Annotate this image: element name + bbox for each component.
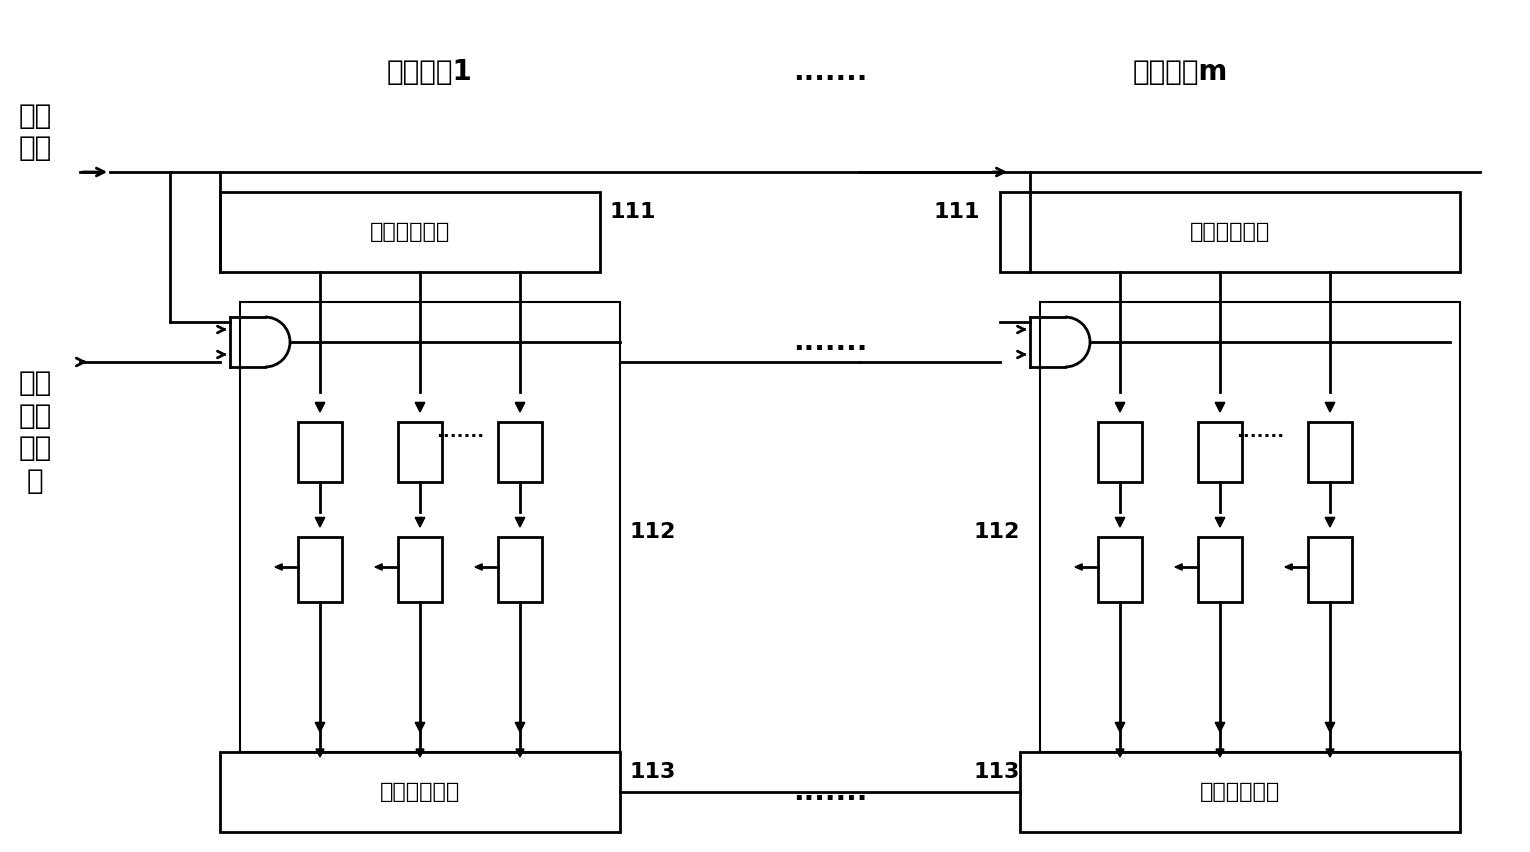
Polygon shape xyxy=(416,749,424,757)
Polygon shape xyxy=(375,564,382,570)
Text: 111: 111 xyxy=(610,202,656,222)
FancyBboxPatch shape xyxy=(398,537,442,602)
Text: 第一寄存器组: 第一寄存器组 xyxy=(370,222,450,242)
Text: .......: ....... xyxy=(793,778,868,806)
Polygon shape xyxy=(415,517,425,527)
Polygon shape xyxy=(415,722,425,732)
Text: 顺序电路m: 顺序电路m xyxy=(1132,58,1227,86)
Polygon shape xyxy=(275,564,282,570)
FancyBboxPatch shape xyxy=(1308,537,1353,602)
Polygon shape xyxy=(1115,517,1125,527)
Text: 第一寄存器组: 第一寄存器组 xyxy=(1190,222,1270,242)
Polygon shape xyxy=(315,517,324,527)
Polygon shape xyxy=(474,564,482,570)
FancyBboxPatch shape xyxy=(1308,422,1353,482)
Polygon shape xyxy=(516,517,525,527)
Polygon shape xyxy=(315,402,324,412)
Text: 控制
信号: 控制 信号 xyxy=(18,101,52,162)
Text: 第二寄存器组: 第二寄存器组 xyxy=(1200,782,1281,802)
FancyBboxPatch shape xyxy=(1198,537,1242,602)
FancyBboxPatch shape xyxy=(1099,422,1141,482)
Polygon shape xyxy=(1115,749,1125,757)
Text: 第二寄存器组: 第二寄存器组 xyxy=(379,782,461,802)
Polygon shape xyxy=(315,722,324,732)
Polygon shape xyxy=(1215,402,1226,412)
FancyBboxPatch shape xyxy=(1099,537,1141,602)
Polygon shape xyxy=(1175,564,1183,570)
Polygon shape xyxy=(1325,722,1334,732)
FancyBboxPatch shape xyxy=(1021,752,1460,832)
Polygon shape xyxy=(1215,517,1226,527)
FancyBboxPatch shape xyxy=(298,422,343,482)
Polygon shape xyxy=(1076,564,1082,570)
Text: .......: ....... xyxy=(436,423,483,441)
Text: .......: ....... xyxy=(793,58,868,86)
Polygon shape xyxy=(1115,722,1125,732)
Polygon shape xyxy=(1115,402,1125,412)
FancyBboxPatch shape xyxy=(298,537,343,602)
FancyBboxPatch shape xyxy=(220,192,600,272)
Text: 112: 112 xyxy=(973,522,1021,542)
Text: 待译
码序
列输
入: 待译 码序 列输 入 xyxy=(18,370,52,495)
Polygon shape xyxy=(1216,749,1224,757)
Text: 113: 113 xyxy=(973,762,1021,782)
Text: 顺序电路1: 顺序电路1 xyxy=(387,58,473,86)
FancyBboxPatch shape xyxy=(398,422,442,482)
FancyBboxPatch shape xyxy=(1001,192,1460,272)
Polygon shape xyxy=(1215,722,1226,732)
Polygon shape xyxy=(1325,402,1334,412)
Text: 111: 111 xyxy=(933,202,981,222)
Text: 112: 112 xyxy=(630,522,676,542)
Polygon shape xyxy=(516,722,525,732)
Polygon shape xyxy=(415,402,425,412)
Text: .......: ....... xyxy=(1236,423,1284,441)
FancyBboxPatch shape xyxy=(1198,422,1242,482)
Polygon shape xyxy=(516,402,525,412)
Polygon shape xyxy=(1325,517,1334,527)
Polygon shape xyxy=(1285,564,1293,570)
FancyBboxPatch shape xyxy=(220,752,620,832)
Polygon shape xyxy=(317,749,324,757)
Text: 113: 113 xyxy=(630,762,676,782)
Polygon shape xyxy=(516,749,523,757)
Text: .......: ....... xyxy=(793,328,868,356)
FancyBboxPatch shape xyxy=(497,422,542,482)
Polygon shape xyxy=(1327,749,1334,757)
FancyBboxPatch shape xyxy=(497,537,542,602)
